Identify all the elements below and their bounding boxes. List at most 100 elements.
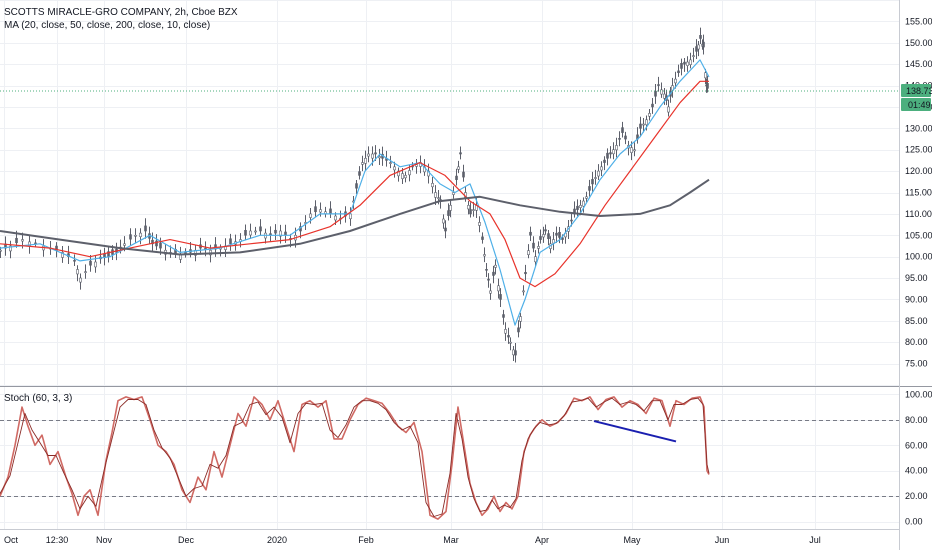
price-tick-label: 130.00 [905,123,932,133]
candle-body [504,329,507,334]
candle-body [612,149,615,155]
candle-body [654,90,657,97]
time-tick-label: Oct [4,535,19,545]
candle-body [699,35,702,39]
price-tick-label: 90.00 [905,294,928,304]
candle-body [600,166,603,171]
candle-body [621,127,624,133]
price-tick-label: 80.00 [905,337,928,347]
time-tick-label: Mar [443,535,459,545]
candle-body [459,152,462,155]
candle-body [579,205,582,208]
candle-body [309,213,312,218]
time-axis[interactable]: Oct 12:30 Nov Dec 2020 Feb Mar Apr May Jun Jul [4,535,821,545]
stoch-axis[interactable]: 100.00 80.00 60.00 40.00 20.00 0.00 [905,389,932,526]
price-tick-label: 100.00 [905,252,932,262]
candle-body [547,233,550,240]
candle-body [254,230,257,233]
candle-body [689,59,692,65]
candle-body [469,209,472,215]
candle-body [497,285,500,292]
candle-body [364,157,367,164]
candle-body [680,63,683,69]
candle-body [244,229,247,236]
candle-body [585,196,588,199]
candle-body [355,183,358,189]
candle-body [677,70,680,74]
candle-body [485,269,488,271]
candle-body [483,254,486,257]
stoch-k-line [0,396,710,520]
candle-body [358,171,361,176]
candle-body [462,171,465,178]
candle-body [555,232,558,236]
time-tick-label: Jul [809,535,821,545]
candle-body [447,210,450,216]
candle-body [134,234,137,237]
candle-body [397,170,400,177]
price-tick-label: 115.00 [905,188,932,198]
time-tick-label: May [623,535,641,545]
candle-body [570,219,573,222]
candle-body [686,61,689,66]
price-tick-label: 85.00 [905,316,928,326]
candle-body [674,78,677,84]
candle-body [597,170,600,177]
candle-body [404,175,407,179]
candle-body [519,316,522,322]
candle-body [514,350,517,356]
price-tick-label: 125.00 [905,145,932,155]
candle-body [361,162,364,165]
candle-body [651,103,654,108]
candle-body [667,106,670,113]
candle-body [502,314,505,318]
stoch-tick-label: 80.00 [905,415,928,425]
candle-body [542,234,545,238]
candle-body [249,230,252,236]
candle-body [642,123,645,126]
stoch-tick-label: 20.00 [905,491,928,501]
price-tick-label: 150.00 [905,38,932,48]
time-tick-label: 12:30 [46,535,69,545]
candle-body [591,179,594,185]
candle-body [329,208,332,215]
candle-body [89,260,92,266]
candle-body [657,84,660,86]
stoch-tick-label: 40.00 [905,466,928,476]
price-tick-label: 145.00 [905,59,932,69]
stoch-legend[interactable]: Stoch (60, 3, 3) [4,393,72,404]
price-badges[interactable]: 138.73 01:49 [901,83,932,111]
price-tick-label: 120.00 [905,166,932,176]
candle-body [76,269,79,275]
candle-body [594,177,597,179]
candle-body [639,123,642,129]
candle-body [630,147,633,153]
candle-body [660,89,663,95]
candle-body [21,239,24,242]
candle-body [522,290,525,293]
candle-body [692,55,695,57]
candle-body [609,152,612,155]
candle-body [279,230,282,237]
time-tick-label: Nov [96,535,113,545]
candle-body [615,145,618,151]
candle-body [274,229,277,234]
candle-body [702,41,705,48]
chart-title: SCOTTS MIRACLE-GRO COMPANY, 2h, Cboe BZX [4,7,238,18]
candle-body [408,170,411,176]
candle-body [561,237,564,240]
candle-body [544,229,547,232]
candle-body [449,205,452,211]
candle-body [624,135,627,140]
indicator-legend[interactable]: MA (20, close, 50, close, 200, close, 10… [4,20,210,31]
candle-body [367,153,370,157]
candle-body [645,119,648,126]
time-tick-label: Apr [535,535,549,545]
candle-body [374,152,377,155]
candle-body [534,256,537,263]
candle-body [697,44,700,50]
candle-body [706,83,709,89]
stoch-tick-label: 60.00 [905,440,928,450]
